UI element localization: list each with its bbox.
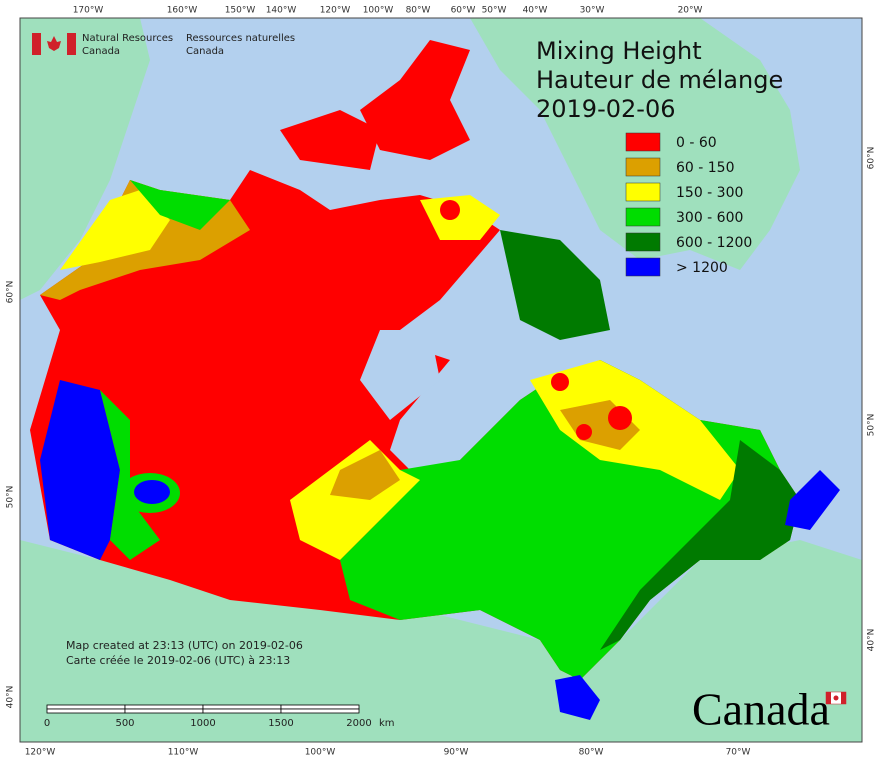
zone-blue-bc xyxy=(40,380,120,560)
maple-leaf xyxy=(833,695,839,701)
graticule-label: 170°W xyxy=(73,6,104,16)
scale-label: 1000 xyxy=(190,718,215,729)
zone-green xyxy=(130,180,230,230)
scale-label: 2000 xyxy=(346,718,371,729)
legend-swatch xyxy=(625,132,661,152)
legend-swatch xyxy=(625,182,661,202)
legend-swatch xyxy=(625,157,661,177)
agency-en: Canada xyxy=(82,46,120,57)
graticule-label: 120°W xyxy=(25,748,56,758)
graticule-label: 50°W xyxy=(482,6,507,16)
zone-green-bc xyxy=(100,390,160,560)
graticule-label: 100°W xyxy=(363,6,394,16)
zone-yellow xyxy=(60,190,170,270)
arctic-islands xyxy=(280,110,380,170)
graticule-label: 50°N xyxy=(6,486,16,509)
legend-label: 600 - 1200 xyxy=(676,235,752,251)
zone-red xyxy=(440,200,460,220)
legend-label: 150 - 300 xyxy=(676,185,743,201)
agency-fr: Canada xyxy=(186,46,224,57)
legend-label: > 1200 xyxy=(676,260,728,276)
graticule-label: 90°W xyxy=(444,748,469,758)
graticule-label: 140°W xyxy=(266,6,297,16)
scale-unit: km xyxy=(379,718,395,729)
graticule-label: 60°N xyxy=(867,147,877,170)
legend-swatch xyxy=(625,207,661,227)
wordmark-flag xyxy=(825,691,847,705)
legend-label: 300 - 600 xyxy=(676,210,743,226)
graticule-label: 120°W xyxy=(320,6,351,16)
title: Mixing Height xyxy=(536,37,702,65)
hudson-strait xyxy=(400,300,470,360)
zone-darkgreen-baffin xyxy=(500,230,610,340)
maple-leaf xyxy=(47,36,61,51)
title: Hauteur de mélange xyxy=(536,66,783,94)
graticule-label: 160°W xyxy=(167,6,198,16)
legend-swatch xyxy=(625,232,661,252)
agency-en: Natural Resources xyxy=(82,33,173,44)
zone-blue-ontario xyxy=(555,675,600,720)
graticule-label: 40°N xyxy=(867,629,877,652)
zone-orange-ontario xyxy=(330,450,400,500)
arctic-islands xyxy=(360,40,470,160)
scale-segment xyxy=(280,704,360,710)
wordmark: Canada xyxy=(692,684,830,735)
scale-bar: 0 500 1000 1500 2000 km xyxy=(44,704,395,729)
graticule-label: 40°N xyxy=(6,686,16,709)
zone-blue-rockies xyxy=(134,480,170,504)
scale-segment xyxy=(46,708,126,714)
zone-blue-nova-scotia xyxy=(785,470,840,530)
scale-segment xyxy=(202,708,282,714)
graticule-label: 100°W xyxy=(305,748,336,758)
graticule-label: 150°W xyxy=(225,6,256,16)
scale-segment xyxy=(124,704,204,710)
credit: Carte créée le 2019-02-06 (UTC) à 23:13 xyxy=(66,654,290,667)
graticule-label: 110°W xyxy=(168,748,199,758)
map-body xyxy=(20,18,862,742)
credit: Map created at 23:13 (UTC) on 2019-02-06 xyxy=(66,639,303,652)
graticule-label: 60°W xyxy=(451,6,476,16)
graticule-label: 60°N xyxy=(6,281,16,304)
legend-label: 0 - 60 xyxy=(676,135,717,151)
title-date: 2019-02-06 xyxy=(536,95,675,123)
scale-segment xyxy=(124,708,204,714)
flag-bar xyxy=(32,33,41,55)
zone-darkgreen xyxy=(600,440,800,650)
scale-label: 500 xyxy=(115,718,134,729)
zone-red xyxy=(551,373,569,391)
flag-bar xyxy=(841,692,846,704)
scale-segment xyxy=(46,704,126,710)
nrcan-logo xyxy=(32,33,76,55)
scale-segment xyxy=(202,704,282,710)
arctic-yellow xyxy=(420,195,500,240)
graticule-label: 30°W xyxy=(580,6,605,16)
graticule-label: 40°W xyxy=(523,6,548,16)
graticule-label: 80°W xyxy=(579,748,604,758)
hudson-bay xyxy=(360,330,440,420)
zone-red xyxy=(608,406,632,430)
scale-label: 1500 xyxy=(268,718,293,729)
flag-bar xyxy=(826,692,831,704)
graticule-label: 80°W xyxy=(406,6,431,16)
legend-swatch xyxy=(625,257,661,277)
united-states xyxy=(20,540,862,742)
zone-red xyxy=(576,424,592,440)
frame xyxy=(19,17,863,743)
graticule-label: 70°W xyxy=(726,748,751,758)
graticule-label: 50°N xyxy=(867,414,877,437)
scale-label: 0 xyxy=(44,718,50,729)
agency-fr: Ressources naturelles xyxy=(186,33,295,44)
graticule-label: 20°W xyxy=(678,6,703,16)
alaska xyxy=(20,18,150,300)
flag-bar xyxy=(67,33,76,55)
legend-label: 60 - 150 xyxy=(676,160,735,176)
scale-segment xyxy=(280,708,360,714)
